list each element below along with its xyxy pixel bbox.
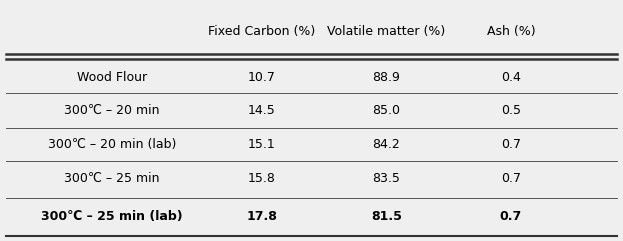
Text: 300℃ – 25 min (lab): 300℃ – 25 min (lab) xyxy=(41,210,183,223)
Text: Wood Flour: Wood Flour xyxy=(77,71,147,84)
Text: 15.8: 15.8 xyxy=(248,172,275,185)
Text: 84.2: 84.2 xyxy=(373,138,400,151)
Text: 10.7: 10.7 xyxy=(248,71,275,84)
Text: 300℃ – 20 min: 300℃ – 20 min xyxy=(64,104,160,117)
Text: 0.5: 0.5 xyxy=(501,104,521,117)
Text: 0.7: 0.7 xyxy=(500,210,522,223)
Text: 17.8: 17.8 xyxy=(246,210,277,223)
Text: 81.5: 81.5 xyxy=(371,210,402,223)
Text: 14.5: 14.5 xyxy=(248,104,275,117)
Text: Volatile matter (%): Volatile matter (%) xyxy=(327,25,445,38)
Text: Fixed Carbon (%): Fixed Carbon (%) xyxy=(208,25,315,38)
Text: 88.9: 88.9 xyxy=(373,71,400,84)
Text: 300℃ – 20 min (lab): 300℃ – 20 min (lab) xyxy=(48,138,176,151)
Text: Ash (%): Ash (%) xyxy=(487,25,535,38)
Text: 0.7: 0.7 xyxy=(501,138,521,151)
Text: 0.4: 0.4 xyxy=(501,71,521,84)
Text: 300℃ – 25 min: 300℃ – 25 min xyxy=(64,172,160,185)
Text: 85.0: 85.0 xyxy=(373,104,400,117)
Text: 15.1: 15.1 xyxy=(248,138,275,151)
Text: 83.5: 83.5 xyxy=(373,172,400,185)
Text: 0.7: 0.7 xyxy=(501,172,521,185)
